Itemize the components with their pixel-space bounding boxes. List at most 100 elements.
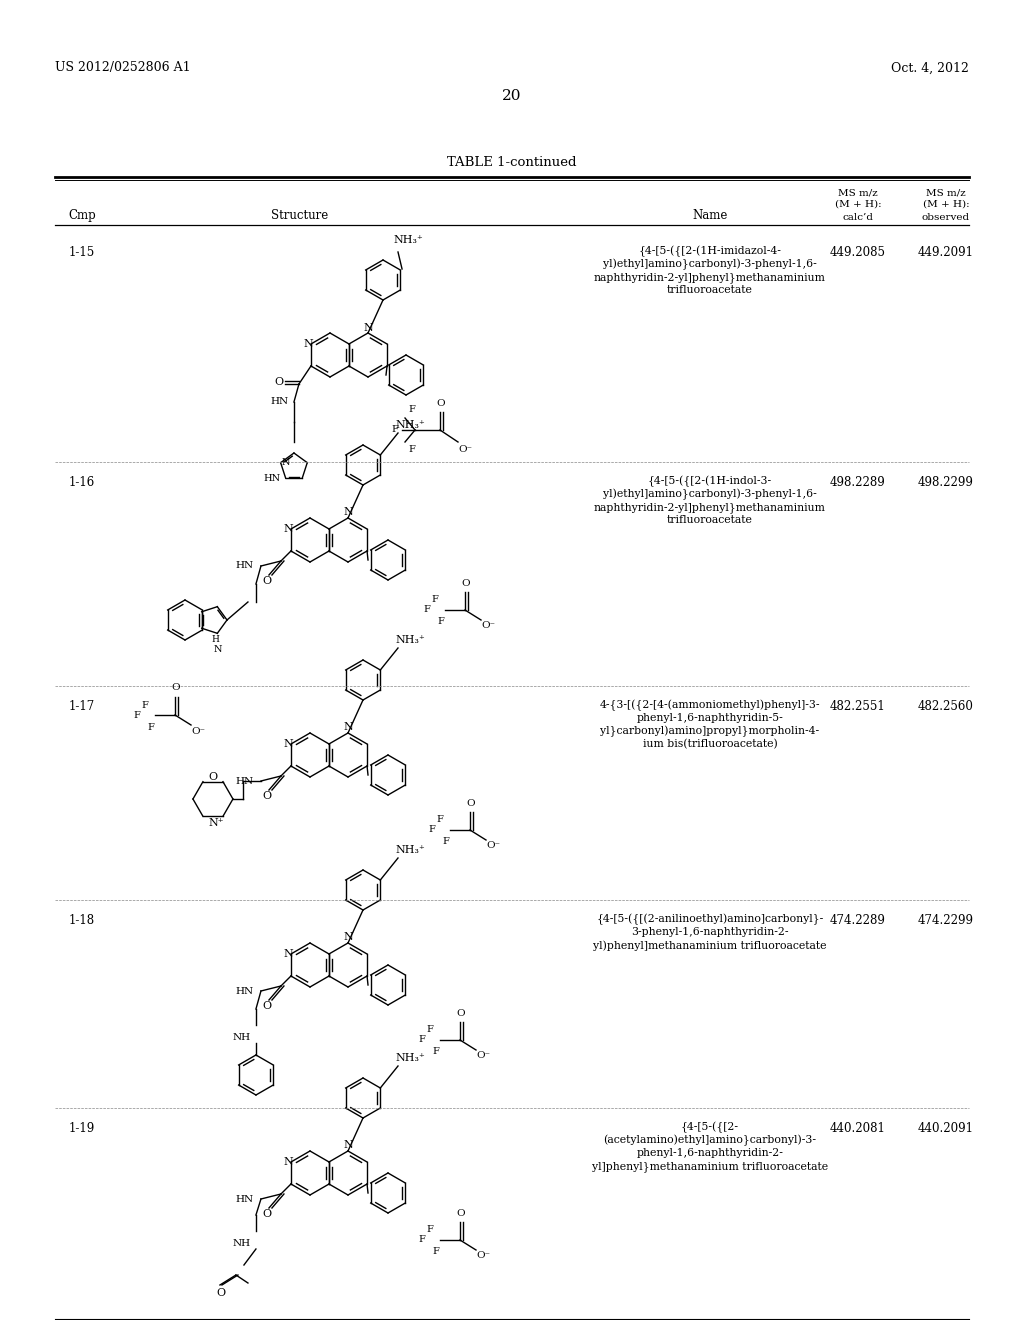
Text: F: F	[147, 722, 155, 731]
Text: phenyl-1,6-naphthyridin-5-: phenyl-1,6-naphthyridin-5-	[637, 713, 783, 723]
Text: (M + H):: (M + H):	[923, 201, 970, 209]
Text: 482.2551: 482.2551	[830, 700, 886, 713]
Text: O⁻: O⁻	[476, 1251, 490, 1261]
Text: N: N	[364, 323, 373, 333]
Text: O: O	[262, 576, 271, 586]
Text: 1-18: 1-18	[69, 913, 95, 927]
Text: 498.2289: 498.2289	[830, 477, 886, 488]
Text: 440.2081: 440.2081	[830, 1122, 886, 1135]
Text: F: F	[437, 618, 444, 627]
Text: NH₃⁺: NH₃⁺	[395, 845, 425, 855]
Text: NH₃⁺: NH₃⁺	[393, 235, 423, 246]
Text: TABLE 1-continued: TABLE 1-continued	[447, 156, 577, 169]
Text: MS m/z: MS m/z	[926, 189, 966, 198]
Text: HN: HN	[263, 474, 281, 483]
Text: 20: 20	[502, 88, 522, 103]
Text: O⁻: O⁻	[486, 842, 500, 850]
Text: O⁻: O⁻	[190, 726, 205, 735]
Text: O: O	[436, 399, 445, 408]
Text: phenyl-1,6-naphthyridin-2-: phenyl-1,6-naphthyridin-2-	[637, 1148, 783, 1158]
Text: N: N	[303, 339, 312, 348]
Text: N: N	[283, 1158, 293, 1167]
Text: N: N	[283, 949, 293, 960]
Text: F: F	[141, 701, 148, 710]
Text: HN: HN	[236, 776, 254, 785]
Text: naphthyridin-2-yl]phenyl}methanaminium: naphthyridin-2-yl]phenyl}methanaminium	[594, 272, 826, 282]
Text: 498.2299: 498.2299	[919, 477, 974, 488]
Text: yl]phenyl}methanaminium trifluoroacetate: yl]phenyl}methanaminium trifluoroacetate	[592, 1162, 828, 1172]
Text: 1-19: 1-19	[69, 1122, 95, 1135]
Text: O⁻: O⁻	[458, 446, 472, 454]
Text: O: O	[457, 1209, 465, 1217]
Text: O: O	[467, 799, 475, 808]
Text: F: F	[424, 606, 430, 615]
Text: naphthyridin-2-yl]phenyl}methanaminium: naphthyridin-2-yl]phenyl}methanaminium	[594, 502, 826, 512]
Text: N: N	[283, 524, 293, 535]
Text: yl)phenyl]methanaminium trifluoroacetate: yl)phenyl]methanaminium trifluoroacetate	[593, 940, 826, 950]
Text: (M + H):: (M + H):	[835, 201, 882, 209]
Text: NH₃⁺: NH₃⁺	[395, 635, 425, 645]
Text: F: F	[427, 1225, 433, 1234]
Text: O⁻: O⁻	[476, 1052, 490, 1060]
Text: F: F	[429, 825, 435, 834]
Text: (acetylamino)ethyl]amino}carbonyl)-3-: (acetylamino)ethyl]amino}carbonyl)-3-	[603, 1135, 816, 1146]
Text: O⁻: O⁻	[481, 622, 495, 631]
Text: O: O	[457, 1008, 465, 1018]
Text: O: O	[172, 684, 180, 693]
Text: 1-17: 1-17	[69, 700, 95, 713]
Text: 3-phenyl-1,6-naphthyridin-2-: 3-phenyl-1,6-naphthyridin-2-	[631, 927, 788, 937]
Text: 440.2091: 440.2091	[918, 1122, 974, 1135]
Text: F: F	[436, 816, 443, 825]
Text: US 2012/0252806 A1: US 2012/0252806 A1	[55, 62, 190, 74]
Text: O: O	[262, 791, 271, 801]
Text: 474.2299: 474.2299	[918, 913, 974, 927]
Text: N: N	[214, 645, 222, 655]
Text: N: N	[343, 722, 353, 733]
Text: F: F	[419, 1035, 425, 1044]
Text: 1-15: 1-15	[69, 246, 95, 259]
Text: 1-16: 1-16	[69, 477, 95, 488]
Text: HN: HN	[236, 1195, 254, 1204]
Text: Oct. 4, 2012: Oct. 4, 2012	[891, 62, 969, 74]
Text: F: F	[133, 710, 140, 719]
Text: NH₃⁺: NH₃⁺	[395, 1053, 425, 1063]
Text: F: F	[432, 1048, 439, 1056]
Text: yl)ethyl]amino}carbonyl)-3-phenyl-1,6-: yl)ethyl]amino}carbonyl)-3-phenyl-1,6-	[603, 259, 817, 271]
Text: NH₃⁺: NH₃⁺	[395, 420, 425, 430]
Text: HN: HN	[271, 397, 289, 407]
Text: Cmp: Cmp	[69, 209, 96, 222]
Text: O: O	[216, 1288, 225, 1298]
Text: N: N	[343, 507, 353, 517]
Text: O: O	[274, 378, 284, 387]
Text: Structure: Structure	[271, 209, 329, 222]
Text: {4-[5-({[2-(1H-indol-3-: {4-[5-({[2-(1H-indol-3-	[648, 477, 772, 487]
Text: H: H	[211, 635, 219, 644]
Text: N: N	[343, 932, 353, 942]
Text: {4-[5-({[(2-anilinoethyl)amino]carbonyl}-: {4-[5-({[(2-anilinoethyl)amino]carbonyl}…	[596, 913, 823, 925]
Text: NH: NH	[232, 1238, 251, 1247]
Text: F: F	[427, 1026, 433, 1035]
Text: N: N	[283, 739, 293, 748]
Text: F: F	[391, 425, 398, 434]
Text: HN: HN	[236, 561, 254, 570]
Text: 449.2085: 449.2085	[830, 246, 886, 259]
Text: trifluoroacetate: trifluoroacetate	[667, 285, 753, 294]
Text: {4-[5-({[2-(1H-imidazol-4-: {4-[5-({[2-(1H-imidazol-4-	[639, 246, 781, 257]
Text: O: O	[262, 1001, 271, 1011]
Text: F: F	[409, 446, 416, 454]
Text: O: O	[209, 772, 217, 781]
Text: Name: Name	[692, 209, 728, 222]
Text: F: F	[431, 595, 438, 605]
Text: ium bis(trifluoroacetate): ium bis(trifluoroacetate)	[643, 739, 777, 750]
Text: N⁺: N⁺	[208, 818, 223, 828]
Text: F: F	[432, 1247, 439, 1257]
Text: yl}carbonyl)amino]propyl}morpholin-4-: yl}carbonyl)amino]propyl}morpholin-4-	[600, 726, 819, 738]
Text: O: O	[462, 578, 470, 587]
Text: O: O	[262, 1209, 271, 1218]
Text: 474.2289: 474.2289	[830, 913, 886, 927]
Text: F: F	[442, 837, 450, 846]
Text: MS m/z: MS m/z	[838, 189, 878, 198]
Text: N: N	[282, 458, 290, 467]
Text: yl)ethyl]amino}carbonyl)-3-phenyl-1,6-: yl)ethyl]amino}carbonyl)-3-phenyl-1,6-	[603, 488, 817, 500]
Text: F: F	[409, 405, 416, 414]
